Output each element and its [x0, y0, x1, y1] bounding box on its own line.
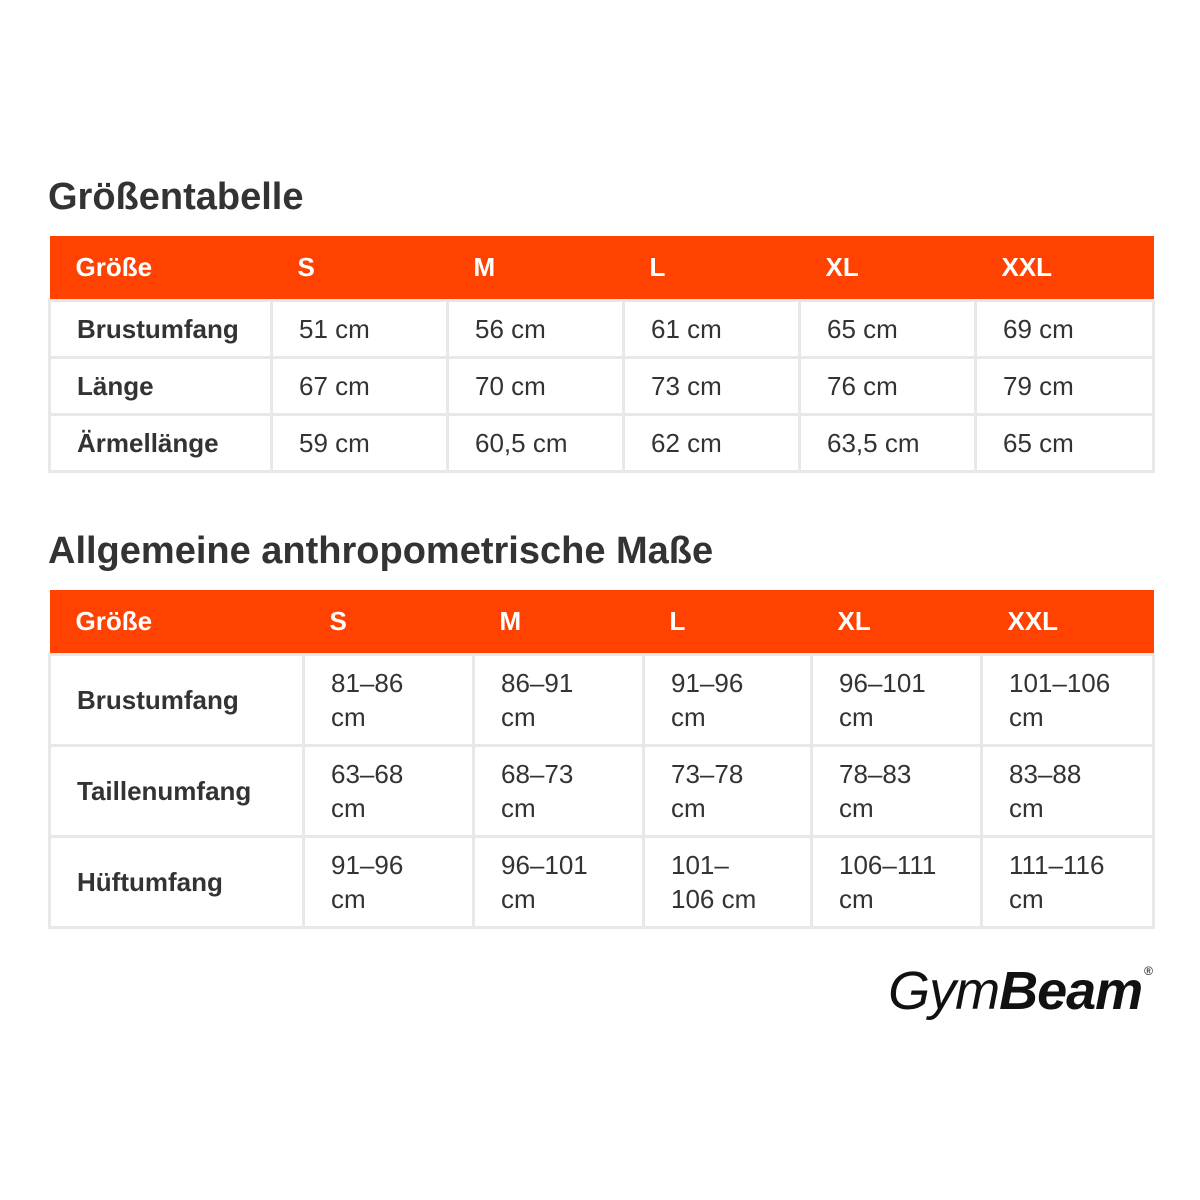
table-cell: 79 cm: [974, 356, 1155, 416]
table-cell: 76 cm: [798, 356, 977, 416]
header-cell: S: [303, 590, 474, 655]
table-cell: 78–83 cm: [810, 744, 983, 838]
table-cell: 86–91 cm: [472, 653, 645, 747]
row-label: Taillenumfang: [48, 744, 305, 838]
table-cell: 63,5 cm: [798, 413, 977, 473]
header-cell: XXL: [975, 236, 1154, 301]
table-cell: 68–73 cm: [472, 744, 645, 838]
table-cell: 70 cm: [446, 356, 625, 416]
table-cell: 83–88 cm: [980, 744, 1155, 838]
table-cell: 73–78 cm: [642, 744, 813, 838]
header-cell: Größe: [49, 236, 272, 301]
table-row: Brustumfang 51 cm 56 cm 61 cm 65 cm 69 cm: [48, 299, 1155, 359]
table-cell: 67 cm: [270, 356, 449, 416]
table-cell: 101–106 cm: [642, 835, 813, 929]
table-cell: 106–111 cm: [810, 835, 983, 929]
section-title: Größentabelle: [48, 176, 304, 218]
header-cell: Größe: [49, 590, 304, 655]
header-cell: S: [271, 236, 448, 301]
table-cell: 81–86 cm: [302, 653, 475, 747]
row-label: Ärmellänge: [48, 413, 273, 473]
measure-table: Größe S M L XL XXL Brustumfang 81–86 cm 86–91 cm…: [48, 590, 1155, 929]
header-cell: M: [473, 590, 644, 655]
table-cell: 56 cm: [446, 299, 625, 359]
logo-mark: ®: [1144, 964, 1153, 978]
header-cell: XXL: [981, 590, 1154, 655]
row-label: Hüftumfang: [48, 835, 305, 929]
logo: GymBeam ®: [888, 960, 1153, 1022]
header-row: Größe S M L XL XXL: [49, 590, 1154, 655]
header-row: Größe S M L XL XXL: [49, 236, 1154, 301]
table-cell: 51 cm: [270, 299, 449, 359]
table-cell: 63–68 cm: [302, 744, 475, 838]
logo-text: Gym: [888, 961, 1000, 1021]
table-cell: 61 cm: [622, 299, 801, 359]
table-cell: 65 cm: [974, 413, 1155, 473]
header-cell: XL: [799, 236, 976, 301]
table-body: Brustumfang 81–86 cm 86–91 cm 91–96 cm 96–10…: [48, 653, 1155, 929]
table-cell: 62 cm: [622, 413, 801, 473]
header-cell: L: [643, 590, 812, 655]
table-cell: 96–101 cm: [472, 835, 645, 929]
header-cell: M: [447, 236, 624, 301]
table-cell: 111–116 cm: [980, 835, 1155, 929]
table-cell: 91–96 cm: [302, 835, 475, 929]
row-label: Länge: [48, 356, 273, 416]
table-body: Brustumfang 51 cm 56 cm 61 cm 65 cm 69 cm Läng…: [48, 299, 1155, 473]
header-cell: XL: [811, 590, 982, 655]
table-row: Länge 67 cm 70 cm 73 cm 76 cm 79 cm: [48, 356, 1155, 416]
logo-text: Beam: [999, 961, 1143, 1021]
table-head: Größe S M L XL XXL: [49, 236, 1154, 301]
table-cell: 91–96 cm: [642, 653, 813, 747]
table-cell: 60,5 cm: [446, 413, 625, 473]
table-row: Ärmellänge 59 cm 60,5 cm 62 cm 63,5 cm 65 cm: [48, 413, 1155, 473]
table-row: Taillenumfang 63–68 cm 68–73 cm 73–78 cm 78–…: [48, 744, 1155, 838]
row-label: Brustumfang: [48, 299, 273, 359]
table-row: Brustumfang 81–86 cm 86–91 cm 91–96 cm 96–10…: [48, 653, 1155, 747]
size-table: Größe S M L XL XXL Brustumfang 51 cm 56 cm 61 cm 6…: [48, 236, 1155, 473]
header-cell: L: [623, 236, 800, 301]
section-title: Allgemeine anthropometrische Maße: [48, 530, 714, 572]
table-row: Hüftumfang 91–96 cm 96–101 cm 101–106 cm 106…: [48, 835, 1155, 929]
row-label: Brustumfang: [48, 653, 305, 747]
table-cell: 73 cm: [622, 356, 801, 416]
table-cell: 65 cm: [798, 299, 977, 359]
table-cell: 59 cm: [270, 413, 449, 473]
table-cell: 96–101 cm: [810, 653, 983, 747]
table-head: Größe S M L XL XXL: [49, 590, 1154, 655]
table-cell: 101–106 cm: [980, 653, 1155, 747]
table-cell: 69 cm: [974, 299, 1155, 359]
